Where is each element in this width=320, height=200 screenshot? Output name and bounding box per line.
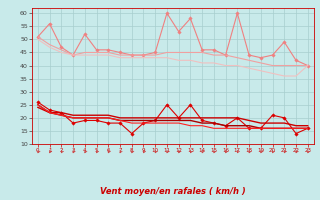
Text: Vent moyen/en rafales ( km/h ): Vent moyen/en rafales ( km/h )	[100, 187, 246, 196]
